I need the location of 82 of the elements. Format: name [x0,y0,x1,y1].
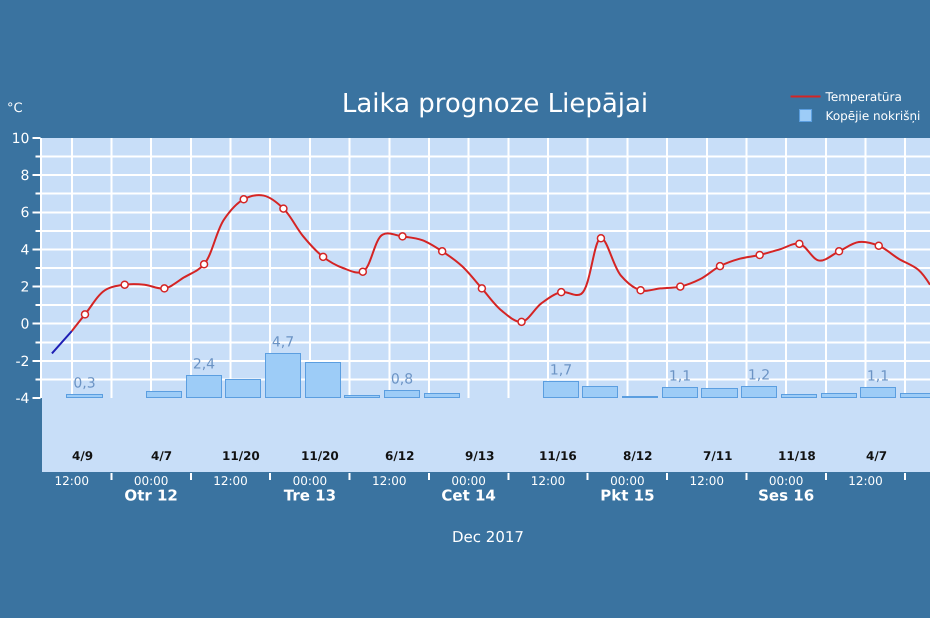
point [755,250,764,260]
point [716,262,724,270]
x-tick-label: 00:00 Cet 14 [441,474,496,505]
point [517,318,526,326]
bar [821,393,857,398]
bar [265,353,301,398]
y-tick-label: 10 [12,130,30,147]
point [239,195,248,204]
bar [344,395,380,398]
point [358,267,368,276]
point [874,241,883,250]
text: 11/18 [778,449,816,463]
text: 11/16 [539,449,577,463]
text: 6/12 [385,449,414,463]
x-axis-title: Dec 2017 [452,528,524,546]
point [795,240,804,248]
bar [741,386,777,398]
x-tick-label: 00:00 Tre 13 [284,474,336,505]
bar [781,394,817,398]
text: 4/9 [72,449,94,463]
point [596,234,606,243]
text: 4/7 [866,449,888,463]
bar [146,391,182,398]
point [120,280,129,289]
y-tick-label: 2 [20,279,30,296]
chart-title: Laika prognoze Liepājai [342,89,648,120]
bar [424,393,460,398]
point [636,286,645,295]
bar [860,387,896,398]
data-label: 0,8 [390,372,414,388]
text: 9/13 [465,449,494,463]
y-axis-title: °C [7,101,23,116]
point [834,247,844,256]
text: 11/20 [222,449,260,463]
bar [186,375,222,398]
y-tick-label: 6 [20,205,30,222]
bar [225,379,261,398]
point [160,284,169,293]
x-tick-label: 12:00 [848,474,883,488]
bar [543,381,579,398]
point [438,247,446,256]
data-label: 1,1 [668,368,692,384]
bar [701,388,738,398]
y-tick-label: 4 [20,242,30,258]
x-tick-label: 12:00 [213,474,248,488]
data-label: 1,1 [866,368,890,384]
y-tick-label: 0 [20,316,30,333]
bar [582,386,618,398]
data-label: 0,3 [73,376,96,392]
x-tick-label: 12:00 [689,474,724,488]
point [318,252,328,262]
bar [662,387,698,398]
text: 11/20 [301,449,339,463]
bar [384,390,420,398]
bar [66,394,103,398]
legend-label: Kopējie nokrišņi [826,109,920,124]
data-label: 2,4 [192,356,216,372]
text: 7/11 [703,449,732,463]
x-tick-label: 00:00 Pkt 15 [600,474,655,505]
legend-label: Temperatūra [824,90,902,104]
x-tick-label: 12:00 [372,474,407,488]
x-tick-label: 12:00 [530,474,566,488]
x-tick-label: 00:00 Ses 16 [758,474,814,505]
point [676,282,685,291]
text: 4/7 [151,449,172,463]
bar [305,362,341,398]
line-series [70,194,930,332]
x-tick-label: 00:00 Otr 12 [124,474,178,505]
data-label: 4,7 [272,334,294,350]
y-tick-label: -4 [15,390,30,407]
y-tick-label: 8 [20,168,30,184]
point [478,284,486,293]
point [556,288,566,296]
point [398,232,407,241]
data-label: 1,2 [748,368,770,384]
y-tick-label: -2 [15,354,30,370]
x-tick-label: 12:00 [54,474,90,488]
data-label: 1,7 [550,362,572,378]
point [200,260,208,269]
point [80,310,90,319]
point [279,204,288,213]
text: 8/12 [623,449,652,463]
